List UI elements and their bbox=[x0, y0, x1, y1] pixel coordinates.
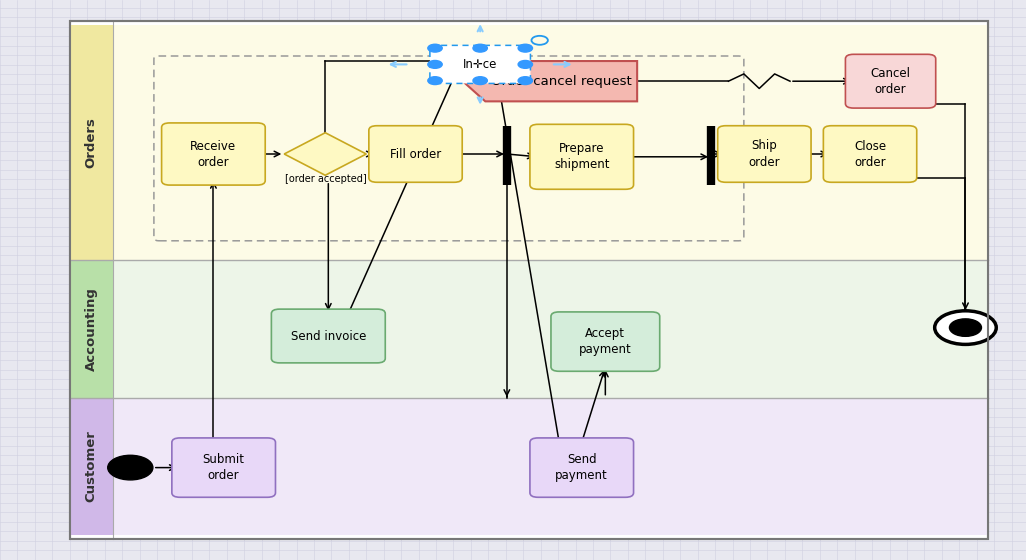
Text: Send invoice: Send invoice bbox=[290, 329, 366, 343]
Text: Prepare
shipment: Prepare shipment bbox=[554, 142, 609, 171]
Text: In✛ce: In✛ce bbox=[463, 58, 498, 71]
FancyBboxPatch shape bbox=[718, 126, 811, 183]
FancyBboxPatch shape bbox=[529, 124, 633, 189]
Bar bbox=[70, 25, 988, 260]
Circle shape bbox=[428, 77, 442, 85]
Bar bbox=[70, 25, 113, 260]
FancyBboxPatch shape bbox=[369, 126, 462, 183]
Text: Order cancel request: Order cancel request bbox=[490, 74, 632, 88]
Circle shape bbox=[473, 44, 487, 52]
FancyBboxPatch shape bbox=[430, 45, 530, 83]
Polygon shape bbox=[463, 61, 637, 101]
Text: Orders: Orders bbox=[85, 118, 97, 168]
FancyBboxPatch shape bbox=[161, 123, 265, 185]
Circle shape bbox=[428, 60, 442, 68]
Bar bbox=[70, 398, 113, 535]
Circle shape bbox=[518, 44, 532, 52]
Text: Submit
order: Submit order bbox=[203, 453, 244, 482]
Text: Cancel
order: Cancel order bbox=[871, 67, 910, 96]
Text: Accounting: Accounting bbox=[85, 287, 97, 371]
Text: Send
payment: Send payment bbox=[555, 453, 608, 482]
Circle shape bbox=[108, 455, 153, 480]
FancyBboxPatch shape bbox=[823, 126, 917, 183]
Bar bbox=[70, 21, 988, 539]
FancyBboxPatch shape bbox=[171, 438, 275, 497]
Text: Receive
order: Receive order bbox=[191, 139, 236, 169]
Circle shape bbox=[949, 319, 982, 337]
Bar bbox=[70, 398, 988, 535]
FancyBboxPatch shape bbox=[551, 312, 660, 371]
Text: Accept
payment: Accept payment bbox=[579, 327, 632, 356]
Text: Close
order: Close order bbox=[854, 139, 886, 169]
FancyBboxPatch shape bbox=[845, 54, 936, 108]
Circle shape bbox=[518, 77, 532, 85]
Circle shape bbox=[428, 44, 442, 52]
Bar bbox=[70, 260, 113, 398]
Text: Ship
order: Ship order bbox=[749, 139, 780, 169]
Circle shape bbox=[935, 311, 996, 344]
Polygon shape bbox=[284, 133, 366, 175]
Text: [order accepted]: [order accepted] bbox=[285, 174, 367, 184]
FancyBboxPatch shape bbox=[529, 438, 633, 497]
Circle shape bbox=[518, 60, 532, 68]
FancyBboxPatch shape bbox=[271, 309, 385, 363]
Bar bbox=[70, 260, 988, 398]
Text: Fill order: Fill order bbox=[390, 147, 441, 161]
Bar bbox=[70, 21, 988, 539]
Text: Customer: Customer bbox=[85, 430, 97, 502]
Circle shape bbox=[473, 77, 487, 85]
